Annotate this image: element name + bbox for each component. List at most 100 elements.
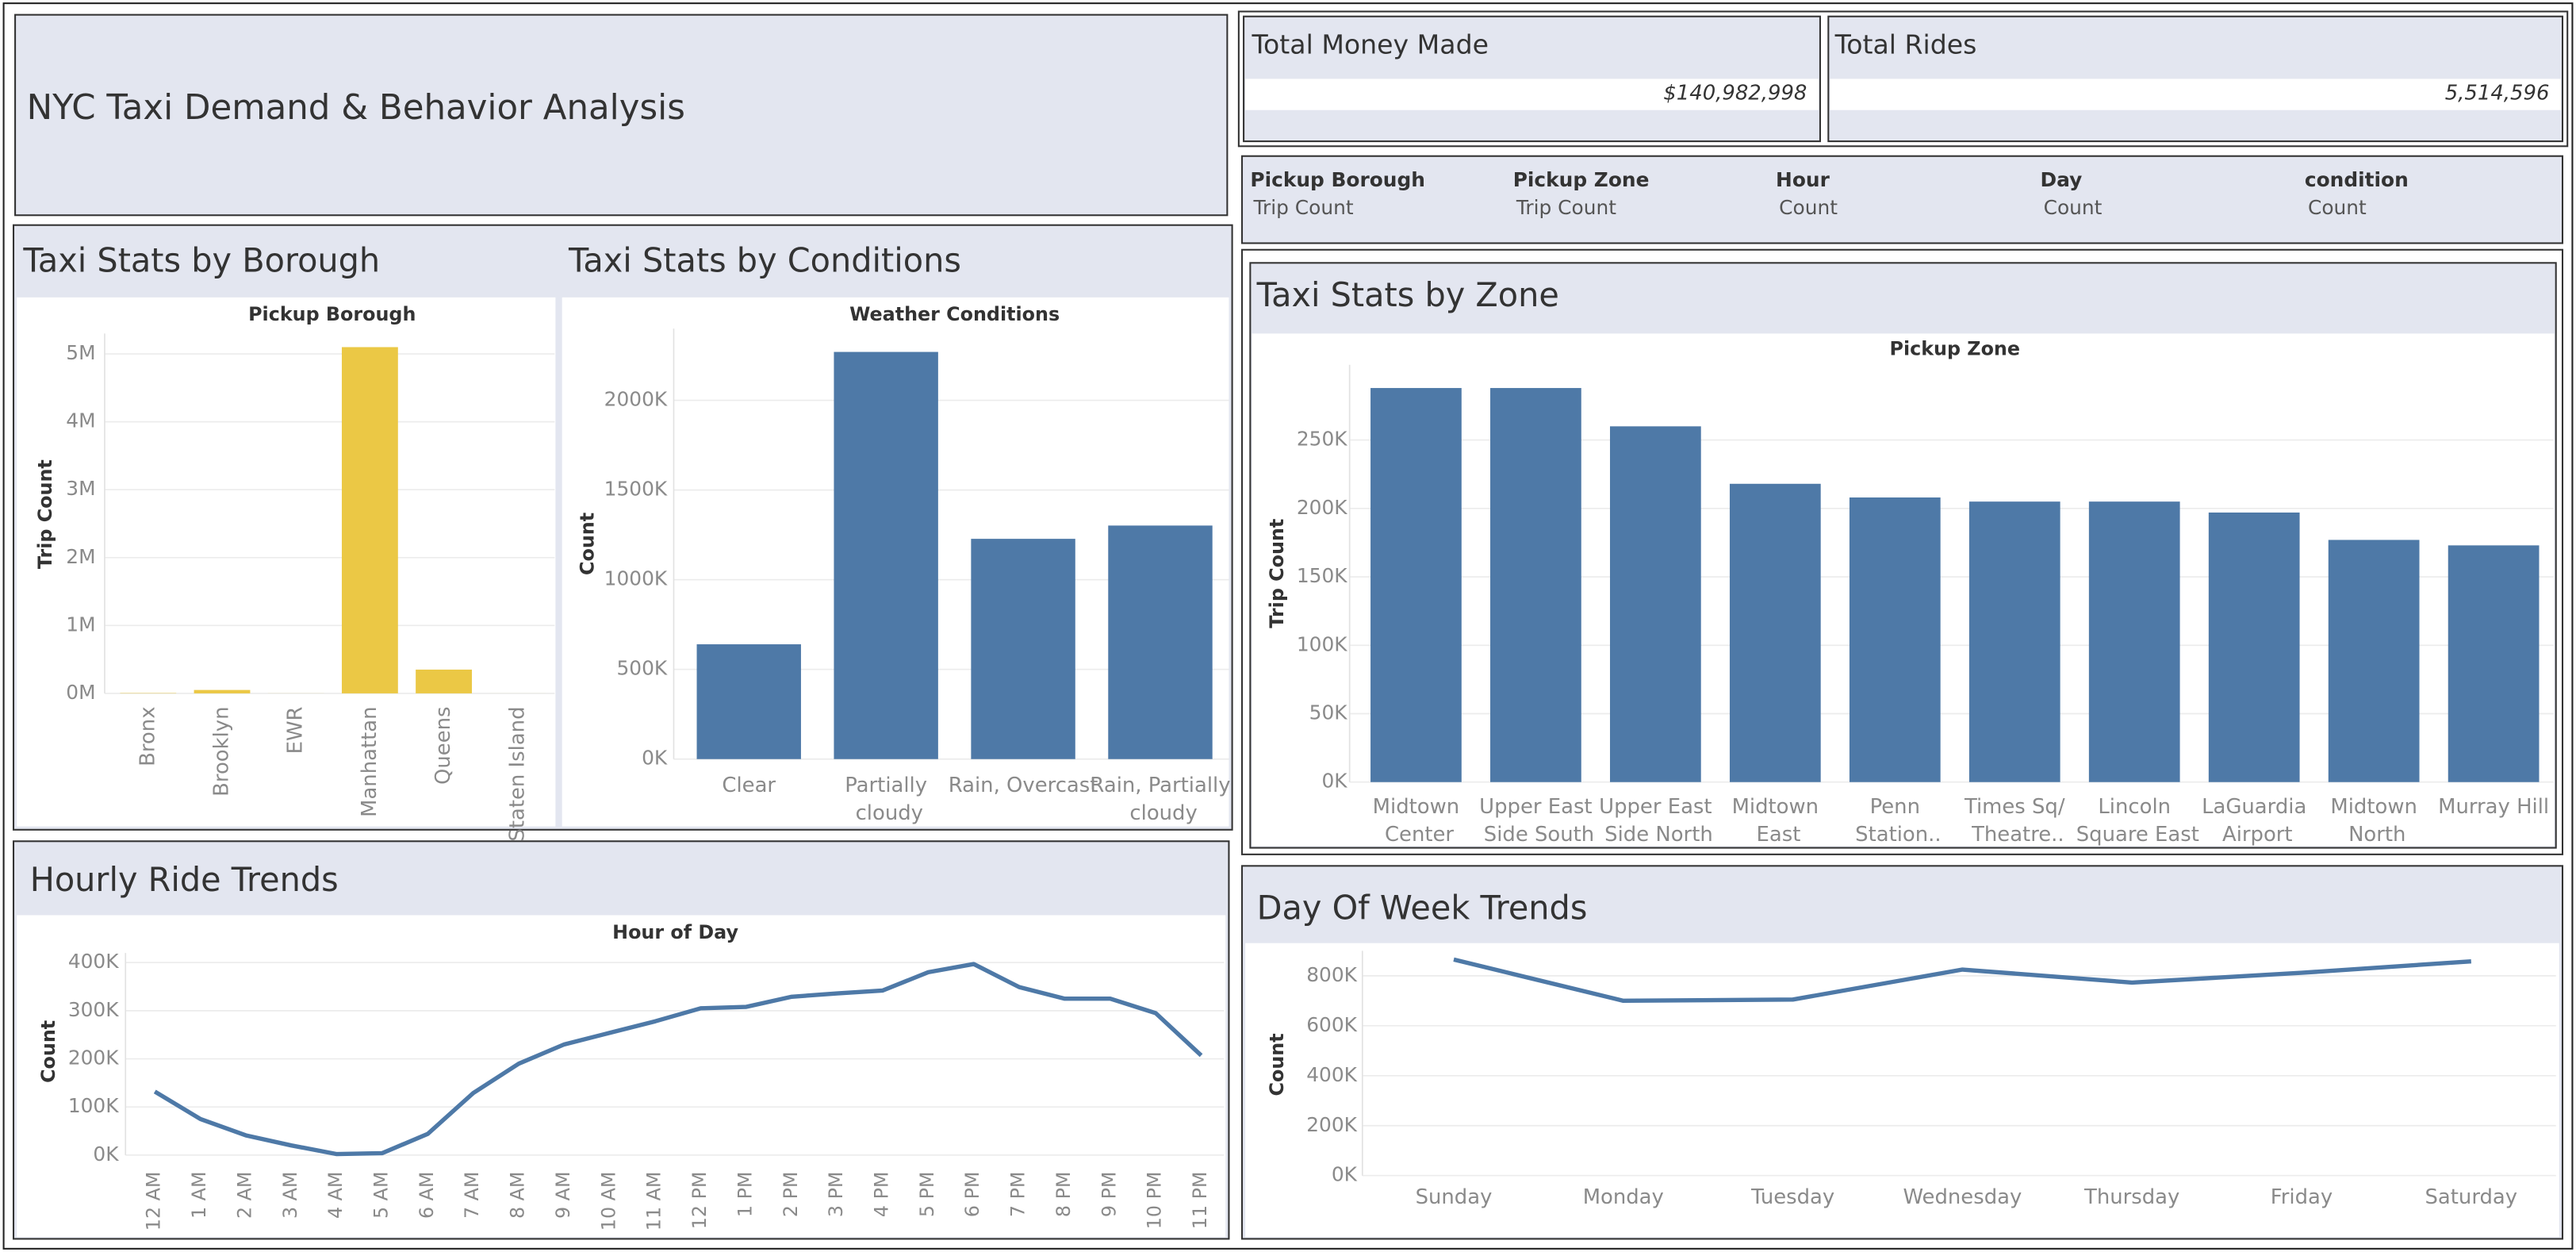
- x-tick-label: 6 AM: [416, 1172, 438, 1219]
- label-line: Partially: [845, 773, 927, 797]
- y-axis-title: Count: [37, 1020, 59, 1083]
- x-tick-label: Times Sq/ Theatre..: [1964, 794, 2065, 846]
- field-measure: Count: [1779, 196, 1838, 219]
- x-tick-label: Bronx: [136, 706, 159, 766]
- label-line: Midtown: [1373, 794, 1459, 818]
- x-tick-label: 9 AM: [552, 1172, 574, 1219]
- y-tick-label: 500K: [616, 657, 667, 680]
- bar: [1370, 388, 1462, 782]
- x-tick-label: Manhattan: [358, 706, 381, 816]
- y-tick-label: 0K: [1321, 770, 1347, 793]
- y-tick-label: 100K: [1297, 632, 1347, 655]
- y-tick-label: 0K: [642, 747, 668, 770]
- y-tick-label: 1500K: [604, 478, 668, 501]
- x-tick-label: Monday: [1583, 1185, 1664, 1209]
- panel-title: Taxi Stats by Borough: [22, 241, 380, 279]
- x-tick-label: Upper East Side South: [1478, 794, 1595, 846]
- y-tick-label: 200K: [1297, 496, 1347, 519]
- chart-subtitle: Pickup Borough: [248, 303, 416, 325]
- x-tick-label: Brooklyn: [210, 706, 234, 796]
- y-tick-label: 1000K: [604, 567, 668, 590]
- label-line: Side South: [1478, 823, 1595, 847]
- y-tick-label: 200K: [68, 1047, 119, 1070]
- kpi-label: Total Money Made: [1251, 29, 1489, 60]
- plot-area: [17, 297, 556, 827]
- kpi-value-strip: [1830, 79, 2561, 110]
- x-tick-label: Partially cloudy: [845, 773, 927, 824]
- field-name: Hour: [1776, 168, 1830, 191]
- x-tick-label: Rain, Overcast: [949, 773, 1098, 797]
- x-tick-label: 10 AM: [597, 1172, 619, 1231]
- label-line: Penn: [1870, 794, 1920, 818]
- title-panel: [14, 13, 1229, 217]
- y-tick-label: 600K: [1306, 1013, 1357, 1036]
- x-tick-label: 3 PM: [825, 1172, 847, 1218]
- x-tick-label: Sunday: [1416, 1185, 1493, 1209]
- y-axis-title: Count: [1266, 1033, 1288, 1096]
- y-tick-label: 400K: [68, 950, 119, 973]
- bar: [2208, 512, 2300, 782]
- x-tick-label: 5 PM: [916, 1172, 938, 1218]
- kpi-frame: [1237, 10, 2569, 148]
- x-tick-label: 2 AM: [233, 1172, 255, 1219]
- x-tick-label: 5 AM: [370, 1172, 393, 1219]
- x-tick-label: 4 PM: [871, 1172, 893, 1218]
- y-tick-label: 100K: [68, 1094, 119, 1117]
- x-tick-label: Murray Hill: [2438, 794, 2549, 818]
- x-tick-label: Rain, Partially cloudy: [1090, 773, 1230, 824]
- y-axis-title: Trip Count: [1266, 519, 1288, 628]
- x-tick-label: 1 AM: [188, 1172, 210, 1219]
- field-measure: Count: [2308, 196, 2367, 219]
- y-axis-title: Trip Count: [34, 459, 56, 569]
- field-name: Pickup Zone: [1513, 168, 1650, 191]
- bar: [194, 689, 251, 693]
- bar: [1968, 501, 2060, 782]
- y-tick-label: 250K: [1297, 428, 1347, 451]
- y-tick-label: 400K: [1306, 1063, 1357, 1086]
- label-line: Side North: [1598, 823, 1713, 847]
- label-line: East: [1750, 823, 1800, 847]
- field-name: Pickup Borough: [1250, 168, 1425, 191]
- x-tick-label: 2 PM: [780, 1172, 802, 1218]
- x-tick-label: 8 AM: [507, 1172, 529, 1219]
- bar: [341, 347, 398, 693]
- y-tick-label: 2M: [66, 545, 95, 568]
- field-measure: Count: [2044, 196, 2103, 219]
- label-line: Midtown: [2330, 794, 2417, 818]
- y-tick-label: 0K: [93, 1143, 119, 1166]
- bar: [2328, 540, 2420, 782]
- panel-title: Hourly Ride Trends: [30, 861, 339, 899]
- x-tick-label: LaGuardia Airport: [2202, 794, 2306, 846]
- x-tick-label: 1 PM: [734, 1172, 756, 1218]
- bar: [1108, 525, 1213, 759]
- bar: [416, 669, 472, 693]
- panel-title: Day Of Week Trends: [1257, 889, 1588, 927]
- bar: [1729, 483, 1821, 782]
- y-tick-label: 300K: [68, 998, 119, 1021]
- y-tick-label: 2000K: [604, 388, 668, 411]
- plot-area: [1245, 943, 2559, 1238]
- x-tick-label: Saturday: [2425, 1185, 2518, 1209]
- x-tick-label: Tuesday: [1750, 1185, 1834, 1209]
- chart-subtitle: Pickup Zone: [1890, 338, 2020, 360]
- x-tick-label: Thursday: [2083, 1185, 2179, 1209]
- bar: [2448, 545, 2540, 782]
- kpi-label: Total Rides: [1834, 29, 1977, 60]
- y-tick-label: 0M: [66, 681, 95, 704]
- label-line: Upper East: [1479, 794, 1592, 818]
- dashboard-title: NYC Taxi Demand & Behavior Analysis: [27, 88, 685, 128]
- label-line: Upper East: [1599, 794, 1712, 818]
- line: [1453, 957, 2471, 1004]
- y-tick-label: 5M: [66, 341, 95, 364]
- panel-frame: [1240, 248, 2564, 855]
- field-name: condition: [2305, 168, 2409, 191]
- label-line: cloudy: [1123, 801, 1198, 825]
- label-line: North: [2342, 823, 2406, 847]
- x-tick-label: Midtown East: [1732, 794, 1819, 846]
- plot-area: [17, 915, 1226, 1238]
- label-line: Lincoln: [2098, 794, 2171, 818]
- x-tick-label: 12 PM: [688, 1172, 711, 1230]
- x-tick-label: Staten Island: [505, 706, 529, 841]
